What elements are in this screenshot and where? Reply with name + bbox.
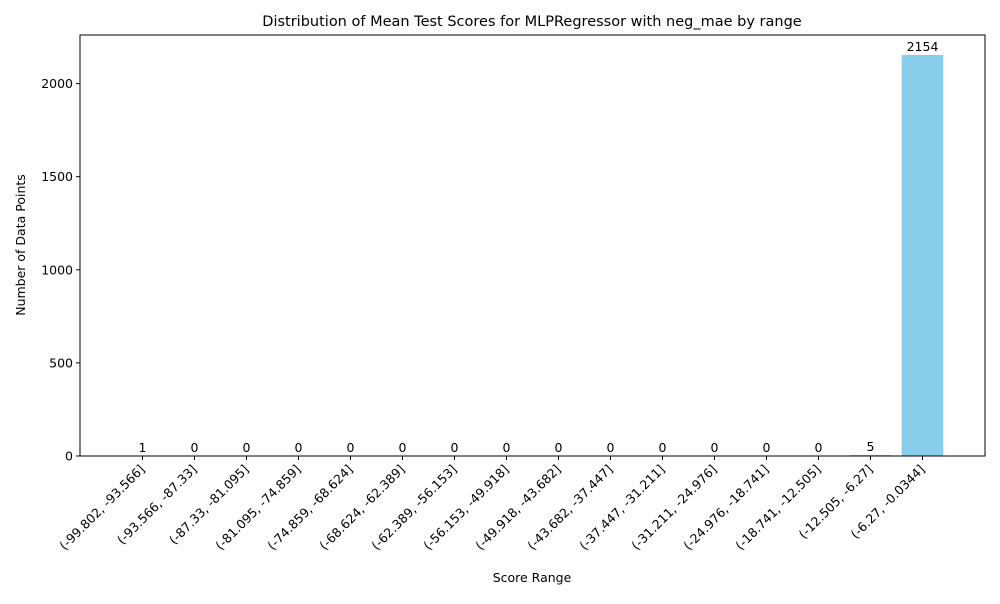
bar-value-label: 0 xyxy=(347,440,355,455)
bar-value-label: 0 xyxy=(711,440,719,455)
bar-value-label: 0 xyxy=(815,440,823,455)
bar-labels: 1 0 0 0 0 0 0 0 0 0 0 0 0 0 5 2154 xyxy=(139,39,939,455)
plot-frame xyxy=(80,35,985,456)
bar-value-label: 0 xyxy=(659,440,667,455)
bar xyxy=(902,55,944,456)
bar-value-label: 0 xyxy=(503,440,511,455)
y-tick-label: 0 xyxy=(65,449,73,464)
y-tick-label: 1000 xyxy=(41,262,73,277)
bar-value-label: 0 xyxy=(243,440,251,455)
chart-title: Distribution of Mean Test Scores for MLP… xyxy=(262,14,801,30)
bar-value-label: 0 xyxy=(451,440,459,455)
bar-value-label: 0 xyxy=(607,440,615,455)
y-tick-label: 500 xyxy=(49,355,73,370)
y-tick-label: 2000 xyxy=(41,76,73,91)
x-tick-label: (-99.802, -93.566] xyxy=(56,462,147,553)
plot-bars xyxy=(122,55,944,456)
y-axis-label: Number of Data Points xyxy=(13,174,28,316)
x-axis-label: Score Range xyxy=(493,570,572,585)
bar-value-label: 2154 xyxy=(907,39,939,54)
x-axis: (-99.802, -93.566](-93.566, -87.33](-87.… xyxy=(56,456,927,553)
bar-value-label: 1 xyxy=(139,440,147,455)
bar-value-label: 0 xyxy=(399,440,407,455)
bar-value-label: 5 xyxy=(867,439,875,454)
bar-value-label: 0 xyxy=(295,440,303,455)
bar-value-label: 0 xyxy=(555,440,563,455)
bar-value-label: 0 xyxy=(763,440,771,455)
bar-value-label: 0 xyxy=(191,440,199,455)
y-axis: 0 500 1000 1500 2000 xyxy=(41,76,80,463)
y-tick-label: 1500 xyxy=(41,169,73,184)
